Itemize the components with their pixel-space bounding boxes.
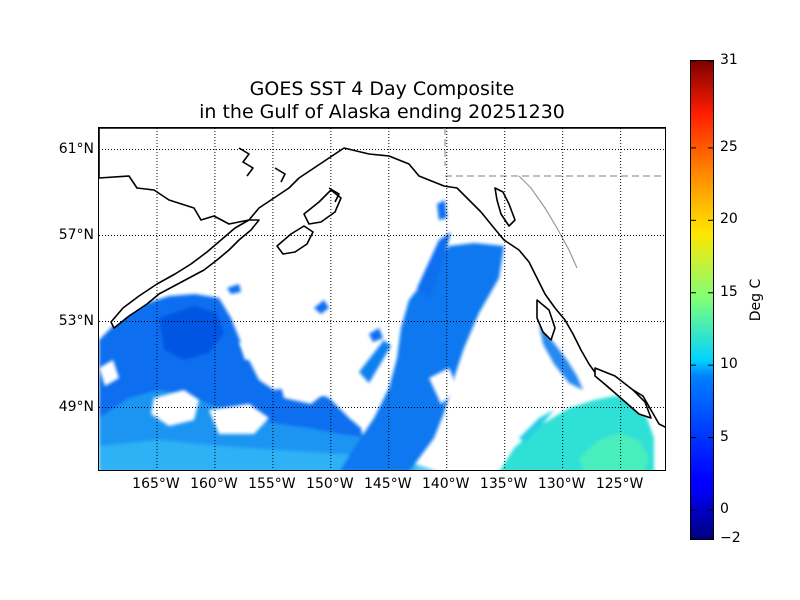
kenai-peninsula	[303, 189, 342, 225]
colorbar-tick-label: 25	[720, 138, 738, 155]
southeast-alaska-border	[518, 175, 578, 269]
sst-patch-west-dark	[159, 306, 224, 360]
longitude-label: 155°W	[248, 476, 296, 492]
colorbar-tick-label: 15	[720, 283, 738, 300]
longitude-label: 150°W	[306, 476, 354, 492]
cloud-hole-7	[99, 360, 119, 386]
latitude-label: 61°N	[58, 140, 94, 157]
colorbar-tick-label: 20	[720, 211, 738, 228]
latitude-label: 57°N	[58, 226, 94, 243]
colorbar-tick-label: 10	[720, 356, 738, 373]
longitude-label: 130°W	[537, 476, 586, 492]
haida-gwaii	[536, 299, 556, 341]
longitude-label: 145°W	[363, 476, 412, 492]
sst-patch-central-streak	[359, 340, 391, 383]
cloud-mask-layer	[99, 340, 499, 442]
vancouver-island	[594, 367, 652, 419]
sst-patch-small-2	[227, 284, 241, 294]
colorbar-tick-label: 0	[720, 501, 729, 518]
kodiak-island	[276, 225, 314, 255]
cloud-hole-2	[209, 404, 269, 434]
longitude-label: 135°W	[479, 476, 528, 492]
sst-patch-east-coast	[539, 324, 583, 390]
colorbar-label: Deg C	[748, 278, 764, 322]
sst-patch-se-streak	[519, 410, 554, 443]
latitude-label: 49°N	[58, 398, 94, 415]
colorbar-gradient	[691, 60, 713, 540]
us-canada-border-141w	[444, 128, 665, 177]
title-line-2: in the Gulf of Alaska ending 20251230	[199, 101, 565, 123]
sst-map-canvas	[99, 128, 665, 470]
land-layer	[99, 128, 665, 428]
longitude-label: 165°W	[132, 476, 180, 492]
alaska-peninsula	[110, 219, 260, 329]
title-line-1: GOES SST 4 Day Composite	[249, 78, 515, 100]
colorbar-tick-label: 31	[720, 52, 738, 68]
sst-patch-small-4	[437, 200, 447, 220]
colorbar-tick-label: 5	[720, 428, 729, 445]
longitude-label: 140°W	[421, 476, 470, 492]
cloud-hole-6	[239, 340, 261, 360]
sst-patch-small-1	[314, 300, 329, 314]
sst-map	[98, 127, 666, 471]
cloud-hole-4	[429, 368, 459, 404]
cloud-hole-3	[279, 374, 329, 404]
graticule	[99, 128, 665, 470]
sst-patch-central	[340, 243, 504, 470]
cloud-hole-5	[459, 404, 499, 442]
map-title: GOES SST 4 Day Composite in the Gulf of …	[98, 78, 666, 124]
sst-patch-southeast-green	[579, 433, 649, 470]
bay-ripples	[238, 147, 340, 203]
colorbar-tick-label: −2	[720, 530, 741, 546]
longitude-label: 125°W	[595, 476, 644, 492]
sst-data-layer	[99, 200, 654, 470]
sst-patch-north-streak	[417, 232, 451, 298]
longitude-label: 160°W	[190, 476, 238, 492]
colorbar	[690, 60, 714, 540]
sst-patch-small-3	[369, 328, 383, 342]
border-layer	[444, 128, 665, 269]
latitude-label: 53°N	[58, 312, 94, 329]
